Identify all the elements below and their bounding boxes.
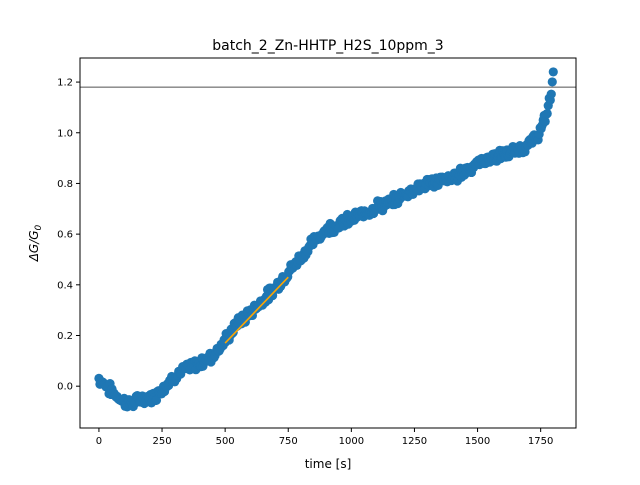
data-point: [546, 89, 556, 99]
data-point: [540, 116, 550, 127]
x-tick-label: 1250: [402, 436, 427, 447]
data-point: [542, 108, 552, 119]
x-tick-label: 750: [279, 436, 298, 447]
data-point: [151, 395, 162, 405]
x-tick-label: 1500: [465, 436, 490, 447]
data-point: [548, 67, 558, 77]
y-tick-label: 0.8: [57, 179, 73, 190]
y-tick-label: 1.0: [57, 128, 73, 139]
plot-frame: [79, 57, 577, 429]
scatter-series: [94, 67, 558, 412]
fit-line-layer: [224, 276, 289, 344]
y-tick-label: 0.2: [57, 331, 73, 342]
y-axis-label: ΔG/G0: [27, 224, 44, 262]
x-tick-label: 500: [216, 436, 235, 447]
x-tick-label: 1000: [339, 436, 364, 447]
x-tick-label: 1750: [528, 436, 553, 447]
y-axis-ticks: 0.0 0.2 0.4 0.6 0.8 1.0 1.2: [57, 78, 80, 393]
x-tick-label: 250: [152, 436, 171, 447]
x-tick-label: 0: [96, 436, 102, 447]
data-point: [547, 77, 557, 87]
y-tick-label: 0.0: [57, 382, 73, 393]
y-tick-label: 1.2: [57, 78, 73, 89]
fit-line: [224, 276, 289, 344]
x-axis-ticks: 0 250 500 750 1000 1250 1500 1750: [96, 428, 553, 447]
y-tick-label: 0.6: [57, 230, 73, 241]
chart-title: batch_2_Zn-HHTP_H2S_10ppm_3: [212, 38, 443, 54]
y-axis-label-subscript: 0: [34, 224, 44, 230]
x-axis-label: time [s]: [305, 457, 352, 471]
y-axis-label-base: ΔG/G: [27, 230, 41, 262]
y-tick-label: 0.4: [57, 280, 73, 291]
